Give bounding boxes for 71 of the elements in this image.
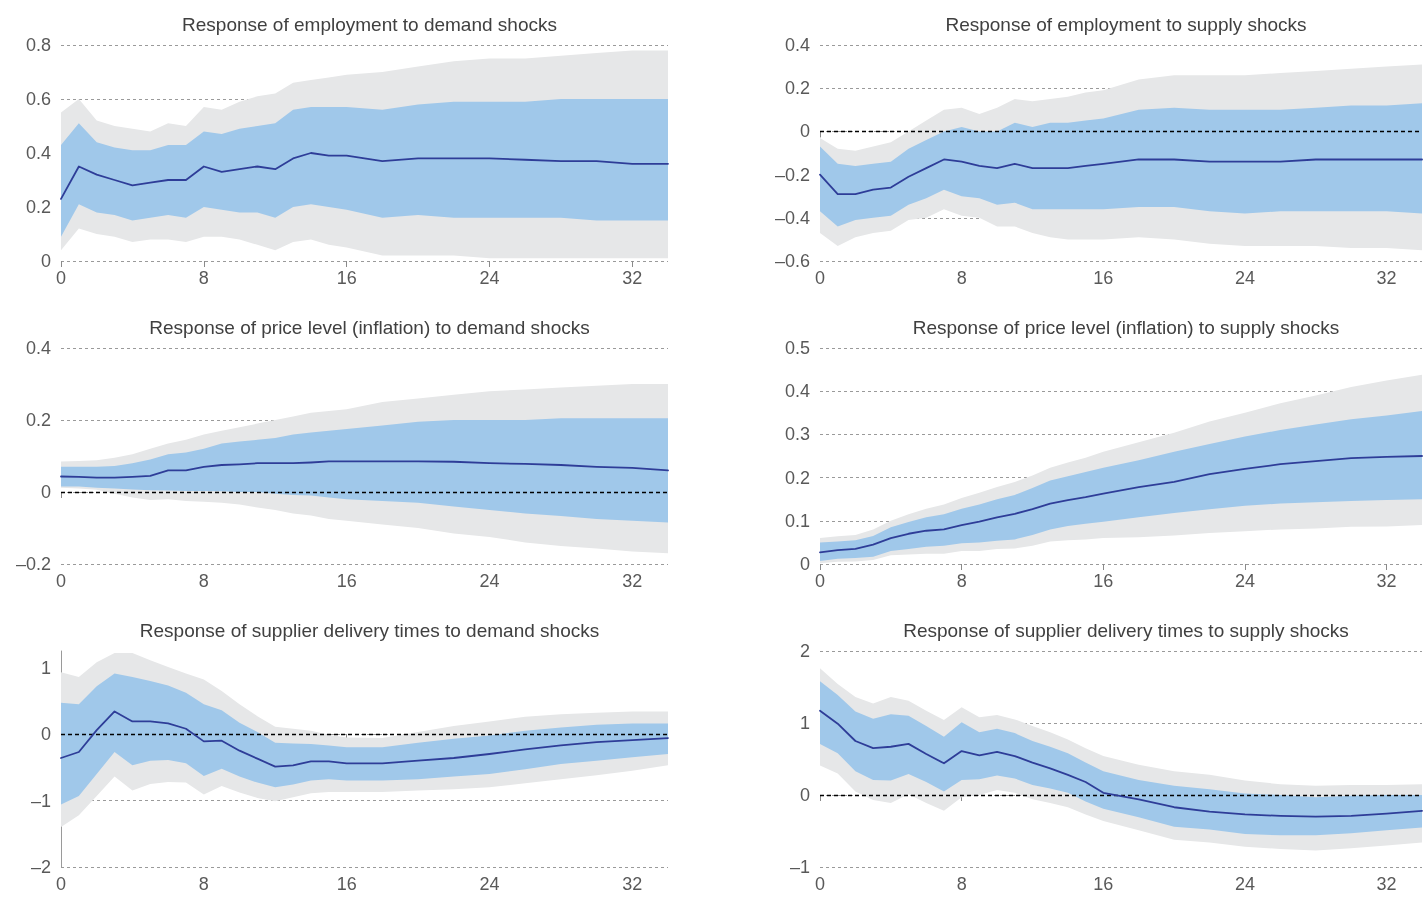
x-tick-label: 16 <box>1093 571 1114 591</box>
y-tick-label: 0.4 <box>784 381 810 402</box>
x-tick-label: 16 <box>336 268 357 288</box>
line-series <box>60 152 669 200</box>
y-tick-label: 0 <box>799 785 810 805</box>
chart-title: Response of supplier delivery times to supply shocks <box>903 620 1349 641</box>
y-tick-label: 0.3 <box>784 424 810 445</box>
chart-title: Response of employment to supply shocks <box>945 14 1307 35</box>
y-tick-label: –0.6 <box>774 251 810 271</box>
y-tick-label: –1 <box>30 790 51 811</box>
x-tick-label: 0 <box>55 571 67 591</box>
y-tick-label: 0.2 <box>25 197 51 217</box>
chart-title: Response of price level (inflation) to supply shocks <box>912 317 1340 338</box>
y-tick-label: 0.2 <box>25 410 51 430</box>
y-tick-label: 0.4 <box>784 35 810 55</box>
y-tick-label: –0.4 <box>774 207 810 228</box>
y-tick-label: 1 <box>799 713 810 733</box>
line-series <box>60 460 669 479</box>
y-tick-label: 0 <box>799 554 810 574</box>
x-tick-label: 32 <box>622 268 643 288</box>
x-tick-label: 24 <box>479 571 500 591</box>
x-tick-label: 0 <box>814 874 826 894</box>
x-tick-label: 8 <box>956 268 967 288</box>
x-tick-label: 16 <box>1093 874 1114 894</box>
x-tick-label: 24 <box>479 874 500 894</box>
x-tick-label: 16 <box>336 874 357 894</box>
y-tick-label: 0.6 <box>25 89 51 109</box>
x-tick-label: 32 <box>1376 268 1397 288</box>
x-tick-label: 8 <box>956 571 967 591</box>
y-tick-label: 0.1 <box>784 510 810 531</box>
x-tick-label: 8 <box>198 874 209 894</box>
y-tick-label: –1 <box>789 857 810 877</box>
x-tick-label: 8 <box>198 268 209 288</box>
x-tick-label: 32 <box>622 571 643 591</box>
line-series <box>819 158 1423 195</box>
y-tick-label: 0 <box>40 724 51 745</box>
chart-title: Response of employment to demand shocks <box>182 14 557 35</box>
x-tick-label: 24 <box>1234 874 1255 894</box>
y-tick-label: –0.2 <box>774 164 810 185</box>
y-tick-label: 0 <box>40 251 51 271</box>
x-tick-label: 0 <box>55 874 67 894</box>
y-tick-label: 0.2 <box>784 78 810 99</box>
x-tick-label: 16 <box>336 571 357 591</box>
y-tick-label: –0.2 <box>15 554 51 574</box>
y-tick-label: 2 <box>799 641 810 661</box>
x-tick-label: 32 <box>1376 874 1397 894</box>
line-series <box>819 709 1423 818</box>
line-series <box>819 455 1423 554</box>
y-tick-label: –2 <box>30 857 51 877</box>
x-tick-label: 0 <box>814 571 826 591</box>
y-tick-label: 0.4 <box>25 143 51 163</box>
x-tick-label: 32 <box>622 874 643 894</box>
y-tick-label: 0 <box>40 482 51 502</box>
x-tick-label: 32 <box>1376 571 1397 591</box>
y-tick-label: 0.5 <box>784 338 810 358</box>
y-tick-label: 0.2 <box>784 467 810 488</box>
y-tick-label: 0 <box>799 121 810 142</box>
chart-title: Response of supplier delivery times to demand shocks <box>139 620 600 641</box>
x-tick-label: 8 <box>198 571 209 591</box>
x-tick-label: 24 <box>1234 571 1255 591</box>
x-tick-label: 16 <box>1093 268 1114 288</box>
y-tick-label: 0.8 <box>25 35 51 55</box>
line-series <box>60 710 669 768</box>
x-tick-label: 24 <box>479 268 500 288</box>
y-tick-label: 1 <box>40 657 51 678</box>
x-tick-label: 0 <box>55 268 67 288</box>
x-tick-label: 8 <box>956 874 967 894</box>
x-tick-label: 24 <box>1234 268 1255 288</box>
chart-title: Response of price level (inflation) to demand shocks <box>149 317 590 338</box>
y-tick-label: 0.4 <box>25 338 51 358</box>
x-tick-label: 0 <box>814 268 826 288</box>
